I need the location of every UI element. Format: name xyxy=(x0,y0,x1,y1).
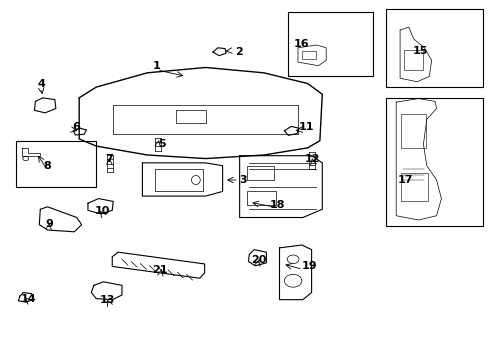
Text: 1: 1 xyxy=(153,61,161,71)
Text: 16: 16 xyxy=(293,39,309,49)
Bar xyxy=(385,9,482,87)
Text: 13: 13 xyxy=(100,295,115,305)
Bar xyxy=(385,98,482,226)
Text: 14: 14 xyxy=(20,294,36,303)
Text: 11: 11 xyxy=(298,122,314,132)
Text: 20: 20 xyxy=(251,255,266,265)
Text: 2: 2 xyxy=(234,47,242,57)
Text: 10: 10 xyxy=(95,206,110,216)
Text: 4: 4 xyxy=(37,78,45,89)
Text: 17: 17 xyxy=(396,175,412,185)
Bar xyxy=(176,111,205,123)
Bar xyxy=(400,173,427,202)
Text: 9: 9 xyxy=(45,219,53,229)
Bar xyxy=(246,192,276,205)
Bar xyxy=(154,169,203,192)
Text: 7: 7 xyxy=(105,154,113,163)
Text: 19: 19 xyxy=(301,261,317,271)
Bar xyxy=(400,114,426,148)
Bar xyxy=(301,51,316,59)
Text: 3: 3 xyxy=(239,175,247,185)
Bar xyxy=(403,50,423,70)
Text: 21: 21 xyxy=(151,265,167,275)
Text: 6: 6 xyxy=(72,122,80,132)
Text: 12: 12 xyxy=(304,154,320,163)
Bar xyxy=(16,141,96,187)
Text: 8: 8 xyxy=(43,161,51,171)
Text: 18: 18 xyxy=(269,200,285,210)
Text: 15: 15 xyxy=(412,46,427,57)
Text: 5: 5 xyxy=(158,139,165,149)
Bar xyxy=(287,12,372,76)
Bar xyxy=(246,166,273,180)
